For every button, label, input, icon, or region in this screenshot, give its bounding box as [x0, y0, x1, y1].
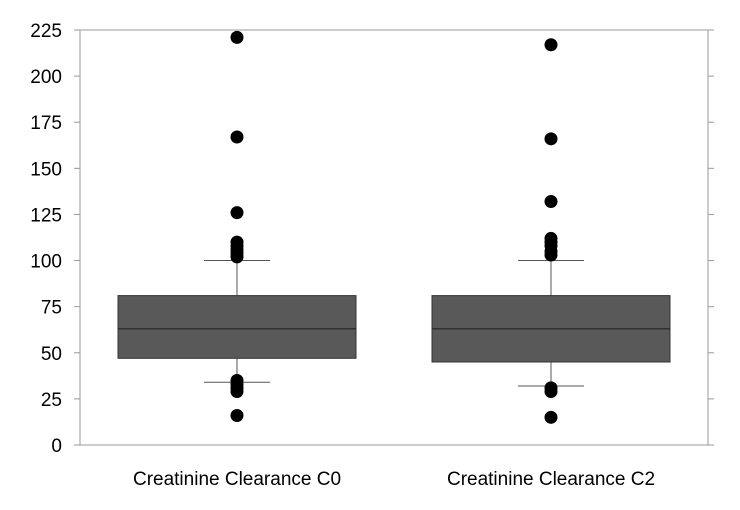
y-tick-label: 150	[30, 159, 62, 180]
outlier-point	[544, 195, 558, 209]
y-tick-label: 50	[41, 344, 62, 365]
outlier-point	[230, 250, 244, 264]
box-group-2	[431, 38, 671, 424]
outlier-point	[230, 408, 244, 422]
outlier-point	[544, 248, 558, 262]
box-group-1	[117, 30, 357, 422]
outlier-point	[230, 385, 244, 399]
y-tick-label: 0	[51, 436, 62, 457]
y-tick-label: 75	[41, 298, 62, 319]
outlier-point	[544, 38, 558, 52]
y-tick-label: 125	[30, 205, 62, 226]
x-category-label: Creatinine Clearance C0	[133, 469, 341, 490]
outlier-point	[544, 410, 558, 424]
y-tick-label: 175	[30, 113, 62, 134]
y-tick-label: 225	[30, 21, 62, 42]
y-tick-label: 100	[30, 252, 62, 273]
outlier-point	[230, 30, 244, 44]
x-category-label: Creatinine Clearance C2	[447, 469, 655, 490]
y-tick-label: 200	[30, 67, 62, 88]
iqr-box	[117, 295, 357, 359]
y-tick-label: 25	[41, 390, 62, 411]
outlier-point	[544, 132, 558, 146]
outlier-point	[230, 206, 244, 220]
outlier-point	[544, 385, 558, 399]
outlier-point	[230, 130, 244, 144]
